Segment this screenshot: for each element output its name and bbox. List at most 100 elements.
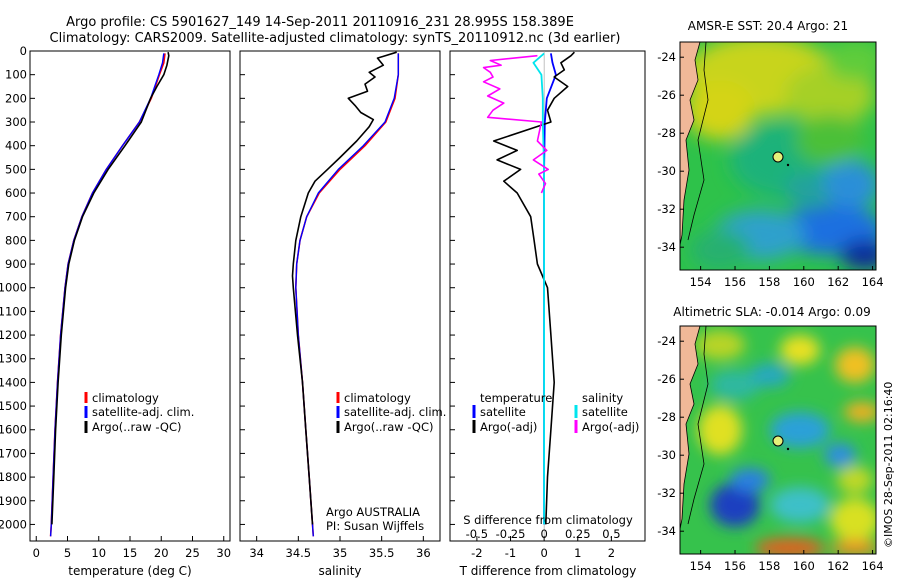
depth-tick-label: 800: [5, 233, 27, 247]
depth-tick-label: 0: [20, 44, 27, 58]
x-tick-label: -1: [505, 546, 516, 560]
legend-label-t-satellite: satellite: [480, 405, 526, 419]
depth-tick-label: 1400: [0, 375, 27, 389]
series-line-s-argo: [482, 54, 550, 194]
map-y-tick-label: -28: [657, 410, 676, 424]
temperature-legend: climatology satellite-adj. clim. Argo(..…: [84, 391, 194, 434]
depth-tick-label: 400: [5, 139, 27, 153]
series-line-t-argo: [492, 51, 575, 525]
depth-tick-label: 1700: [0, 446, 27, 460]
temperature-axes-box: [29, 50, 231, 542]
depth-tick-label: 600: [5, 186, 27, 200]
x-tick-label: 34: [249, 546, 264, 560]
map-x-tick-label: 156: [724, 559, 746, 573]
depth-tick-label: 1800: [0, 470, 27, 484]
depth-tick-label: 100: [5, 68, 27, 82]
map-y-tick-label: -30: [657, 448, 676, 462]
s-tick-label: -0.5: [466, 527, 488, 541]
depth-tick-label: 1300: [0, 352, 27, 366]
x-tick-label: 35: [333, 546, 348, 560]
map-y-tick-label: -28: [657, 126, 676, 140]
map-x-tick-label: 160: [793, 559, 815, 573]
x-tick-label: 10: [91, 546, 106, 560]
difference-legend: temperature salinity satellite Argo(-adj…: [472, 391, 639, 434]
map-y-tick-label: -24: [657, 334, 676, 348]
s-tick-label: 0: [540, 527, 547, 541]
sla-argo-marker: [772, 435, 784, 447]
x-tick-label: 5: [64, 546, 71, 560]
legend-label-climatology: climatology: [92, 391, 159, 405]
x-tick-label: 25: [185, 546, 200, 560]
t-difference-label: T difference from climatology: [459, 564, 637, 578]
x-tick-label: 0: [33, 546, 40, 560]
map-x-tick-label: 160: [793, 275, 815, 289]
sst-map: AMSR-E SST: 20.4 Argo: 21 15: [657, 19, 884, 289]
map-y-tick-label: -34: [657, 240, 676, 254]
x-tick-label: 35.5: [369, 546, 395, 560]
series-line-argo: [291, 51, 397, 525]
sst-map-title: AMSR-E SST: 20.4 Argo: 21: [688, 19, 848, 33]
depth-tick-label: 1900: [0, 494, 27, 508]
s-tick-label: 0.5: [602, 527, 620, 541]
sla-island-dot: [786, 447, 790, 451]
depth-tick-label: 1000: [0, 281, 27, 295]
title-line-1: Argo profile: CS 5901627_149 14-Sep-2011…: [66, 15, 574, 30]
x-tick-label: 36: [416, 546, 431, 560]
depth-tick-label: 700: [5, 210, 27, 224]
sst-island-dot: [786, 163, 790, 167]
sla-map-frame: [679, 325, 877, 555]
depth-tick-label: 1100: [0, 304, 27, 318]
title-line-2: Climatology: CARS2009. Satellite-adjuste…: [50, 31, 621, 46]
x-tick-label: 30: [216, 546, 231, 560]
depth-tick-label: 1600: [0, 423, 27, 437]
depth-tick-label: 500: [5, 162, 27, 176]
depth-tick-label: 2000: [0, 517, 27, 531]
temperature-panel: 0100200300400500600700800900100011001200…: [0, 44, 231, 578]
x-tick-label: 2: [608, 546, 615, 560]
salinity-axes-box: [239, 50, 441, 542]
s-tick-label: -0.25: [496, 527, 526, 541]
map-y-tick-label: -34: [657, 524, 676, 538]
map-x-tick-label: 164: [862, 275, 884, 289]
x-tick-label: 20: [154, 546, 169, 560]
depth-tick-label: 900: [5, 257, 27, 271]
map-y-tick-label: -26: [657, 88, 676, 102]
map-x-tick-label: 162: [827, 559, 849, 573]
legend-label-climatology: climatology: [344, 391, 411, 405]
map-x-tick-label: 162: [827, 275, 849, 289]
pi-label: PI: Susan Wijffels: [326, 519, 424, 533]
argo-australia-label: Argo AUSTRALIA: [326, 505, 420, 519]
legend-label-s-satellite: satellite: [582, 405, 628, 419]
series-line-s-satellite: [532, 52, 545, 525]
map-y-tick-label: -32: [657, 202, 676, 216]
depth-tick-label: 1200: [0, 328, 27, 342]
map-x-tick-label: 154: [690, 559, 712, 573]
sst-map-frame: [679, 41, 877, 271]
map-x-tick-label: 158: [758, 559, 780, 573]
temperature-xlabel: temperature (deg C): [68, 564, 191, 578]
depth-tick-label: 300: [5, 115, 27, 129]
imos-credit: ©IMOS 28-Sep-2011 02:16:40: [882, 382, 895, 548]
map-y-tick-label: -30: [657, 164, 676, 178]
s-tick-label: 0.25: [565, 527, 591, 541]
depth-tick-label: 200: [5, 91, 27, 105]
s-difference-label: S difference from climatology: [463, 513, 633, 527]
map-y-tick-label: -24: [657, 50, 676, 64]
difference-panel: -2 -1 0 1 2 -0.5 -0.25 0 0.25 0.5 S difference f…: [449, 50, 646, 578]
depth-tick-label: 1500: [0, 399, 27, 413]
sla-map-title: Altimetric SLA: -0.014 Argo: 0.09: [673, 305, 870, 319]
legend-heading-temperature: temperature: [480, 391, 552, 405]
legend-label-satellite: satellite-adj. clim.: [92, 405, 194, 419]
x-tick-label: -2: [471, 546, 482, 560]
map-x-tick-label: 156: [724, 275, 746, 289]
sla-map: Altimetric SLA: -0.014 Argo: 0.09: [657, 305, 883, 573]
legend-label-t-argo: Argo(-adj): [480, 420, 537, 434]
map-x-tick-label: 154: [690, 275, 712, 289]
salinity-xlabel: salinity: [318, 564, 361, 578]
legend-label-satellite: satellite-adj. clim.: [344, 405, 446, 419]
x-tick-label: 1: [574, 546, 581, 560]
x-tick-label: 34.5: [286, 546, 312, 560]
legend-label-argo: Argo(..raw -QC): [344, 420, 434, 434]
x-tick-label: 15: [123, 546, 138, 560]
